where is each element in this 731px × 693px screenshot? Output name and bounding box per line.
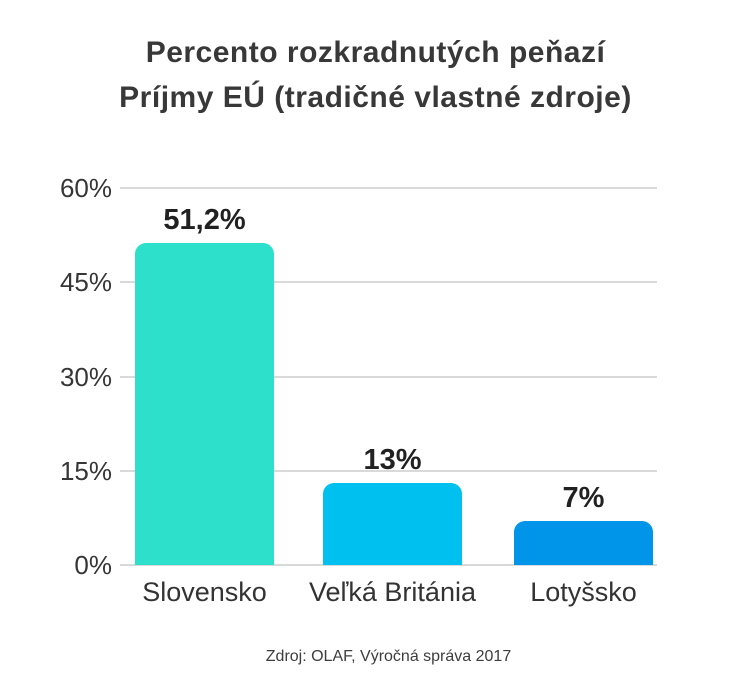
bar-value-label: 51,2% [163,204,246,237]
gridline-30pct [120,375,657,378]
gridline-0pct [120,564,657,566]
x-axis-category-label: Lotyšsko [530,577,637,607]
bar-2 [323,483,462,565]
bar-3 [514,521,653,565]
gridline-15pct [120,469,657,472]
chart-title: Percento rozkradnutých peňazí Príjmy EÚ … [20,30,731,120]
bar-1 [135,243,274,565]
y-axis-tick-label: 30% [59,361,112,392]
source-note: Zdroj: OLAF, Výročná správa 2017 [265,648,512,665]
y-axis-tick-label: 15% [59,455,112,486]
x-axis-category-label: Slovensko [142,577,267,607]
chart-title-line1: Percento rozkradnutých peňazí [145,36,606,69]
x-axis-category-label: Veľká Británia [309,577,476,607]
bar-value-label: 7% [562,482,605,515]
chart-title-line2: Príjmy EÚ (tradičné vlastné zdroje) [119,81,632,114]
y-axis-tick-label: 45% [59,267,112,298]
gridline-45pct [120,281,657,284]
y-axis-tick-label: 60% [59,173,112,203]
bar-value-label: 13% [363,444,422,477]
chart-plot-area: 51,2% Slovensko 13% Veľká Británia 7% Lotyšsk… [120,187,657,607]
y-axis-tick-label: 0% [74,550,112,580]
gridline-60pct [120,187,657,189]
